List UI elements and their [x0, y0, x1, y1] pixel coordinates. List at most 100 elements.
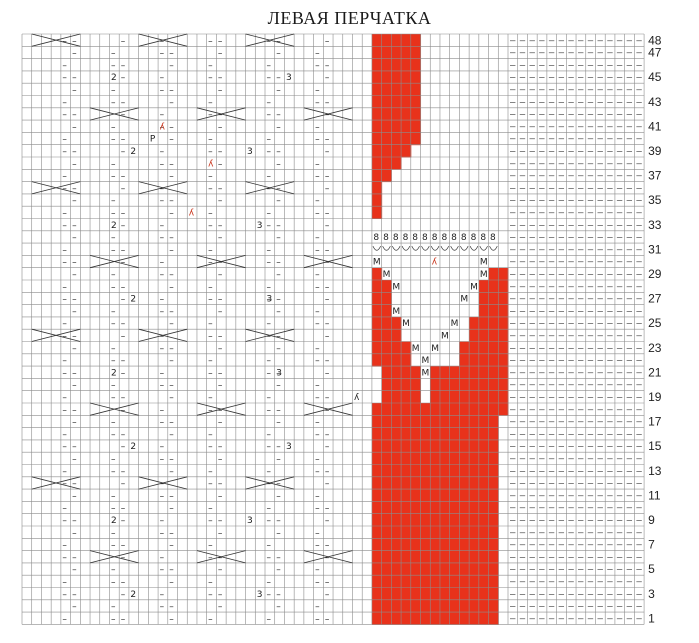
purl-dash: –	[549, 307, 555, 317]
row-number-label: 9	[648, 513, 655, 527]
purl-dash: –	[520, 221, 526, 231]
purl-symbol: –	[325, 282, 330, 292]
purl-dash: –	[520, 442, 526, 452]
purl-symbol: –	[276, 590, 281, 600]
red-cell-run	[371, 206, 383, 219]
purl-dash: –	[510, 295, 516, 305]
purl-dash: –	[549, 356, 555, 366]
purl-symbol: –	[62, 36, 67, 46]
purl-dash: –	[568, 135, 574, 145]
purl-symbol: –	[218, 368, 223, 378]
make-one-symbol: M	[392, 307, 400, 317]
purl-dash: –	[578, 122, 584, 132]
purl-dash: –	[578, 209, 584, 219]
purl-dash: –	[597, 504, 603, 514]
purl-dash: –	[529, 332, 535, 342]
purl-dash: –	[529, 504, 535, 514]
purl-dash: –	[607, 614, 613, 624]
red-cell-run	[371, 46, 422, 60]
purl-symbol: –	[72, 491, 77, 501]
red-cell-run	[371, 120, 422, 133]
purl-dash: –	[529, 614, 535, 624]
purl-dash: –	[588, 98, 594, 108]
purl-dash: –	[588, 393, 594, 403]
purl-dash: –	[636, 270, 642, 280]
purl-dash: –	[568, 147, 574, 157]
purl-dash: –	[597, 319, 603, 329]
purl-dash: –	[578, 307, 584, 317]
count-symbol: 2	[130, 147, 136, 157]
purl-dash: –	[617, 541, 623, 551]
purl-dash: –	[539, 98, 545, 108]
purl-dash: –	[539, 368, 545, 378]
purl-dash: –	[539, 258, 545, 268]
purl-dash: –	[510, 344, 516, 354]
purl-symbol: –	[160, 381, 165, 391]
purl-symbol: –	[111, 122, 116, 132]
arc-symbol	[469, 245, 479, 251]
purl-symbol: –	[325, 393, 330, 403]
purl-symbol: –	[267, 172, 272, 182]
purl-symbol: –	[160, 73, 165, 83]
purl-dash: –	[539, 209, 545, 219]
purl-dash: –	[588, 602, 594, 612]
purl-dash: –	[559, 319, 565, 329]
purl-symbol: –	[111, 455, 116, 465]
purl-symbol: –	[315, 270, 320, 280]
row-number-label: 29	[648, 267, 662, 281]
knot-symbol: 8	[422, 233, 428, 243]
purl-dash: –	[627, 553, 633, 563]
purl-symbol: –	[267, 578, 272, 588]
red-cell-run	[371, 439, 499, 453]
purl-dash: –	[549, 381, 555, 391]
purl-symbol: –	[111, 528, 116, 538]
purl-dash: –	[617, 516, 623, 526]
purl-dash: –	[549, 393, 555, 403]
purl-dash: –	[539, 36, 545, 46]
purl-dash: –	[529, 553, 535, 563]
red-cell-run	[371, 427, 499, 441]
purl-dash: –	[529, 159, 535, 169]
red-cell-run	[371, 526, 499, 539]
purl-dash: –	[520, 516, 526, 526]
purl-dash: –	[578, 344, 584, 354]
purl-symbol: –	[72, 184, 77, 194]
purl-dash: –	[578, 172, 584, 182]
purl-symbol: –	[218, 196, 223, 206]
purl-symbol: –	[62, 147, 67, 157]
arc-symbol	[372, 245, 381, 251]
purl-symbol: –	[169, 61, 174, 71]
purl-symbol: –	[111, 49, 116, 59]
purl-dash: –	[607, 233, 613, 243]
purl-dash: –	[559, 418, 565, 428]
purl-dash: –	[597, 614, 603, 624]
purl-symbol: –	[267, 541, 272, 551]
purl-dash: –	[636, 159, 642, 169]
purl-symbol: –	[315, 418, 320, 428]
purl-dash: –	[597, 553, 603, 563]
purl-dash: –	[578, 356, 584, 366]
arc-symbol	[450, 245, 459, 251]
arc-symbol	[440, 245, 449, 251]
purl-dash: –	[539, 602, 545, 612]
row-number-label: 39	[648, 144, 662, 158]
purl-symbol: –	[160, 147, 165, 157]
purl-dash: –	[607, 455, 613, 465]
purl-symbol: –	[62, 61, 67, 71]
purl-symbol: –	[62, 393, 67, 403]
yarn-over-symbol: ʎ	[432, 258, 438, 268]
red-cell-run	[371, 562, 499, 576]
count-symbol: 2	[111, 368, 117, 378]
count-symbol: 3	[257, 221, 263, 231]
purl-dash: –	[549, 528, 555, 538]
purl-dash: –	[617, 553, 623, 563]
purl-symbol: –	[62, 541, 67, 551]
purl-symbol: –	[169, 528, 174, 538]
purl-symbol: –	[111, 356, 116, 366]
purl-dash: –	[520, 110, 526, 120]
row-number-label: 27	[648, 292, 662, 306]
purl-dash: –	[568, 344, 574, 354]
purl-symbol: –	[208, 36, 213, 46]
purl-symbol: –	[267, 504, 272, 514]
